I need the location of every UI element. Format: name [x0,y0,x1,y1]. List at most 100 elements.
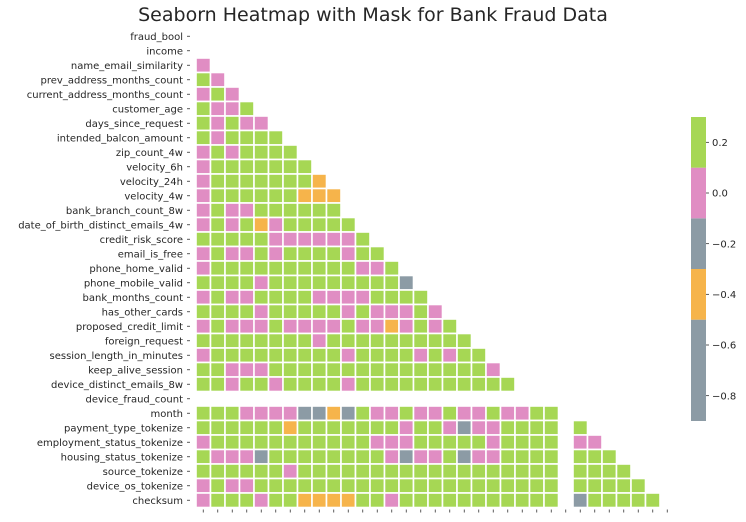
heatmap-cell [369,245,386,262]
heatmap-cell [528,434,545,451]
heatmap-cell [499,448,516,465]
heatmap-cell [296,376,313,393]
heatmap-cell [238,158,255,175]
heatmap-cell [528,463,545,480]
heatmap-cell [209,231,226,248]
heatmap-cell [238,216,255,233]
heatmap-cell [601,463,618,480]
heatmap-cell [253,216,270,233]
heatmap-cell [224,434,241,451]
heatmap-cell [456,463,473,480]
row-label: name_email_similarity [71,61,183,72]
heatmap-cell [325,463,342,480]
heatmap-cell [238,129,255,146]
heatmap-cell [485,376,502,393]
heatmap-cell [470,492,487,509]
heatmap-cell [195,100,212,117]
heatmap-cell [311,260,328,277]
heatmap-cell [601,477,618,494]
heatmap-cell [209,347,226,364]
heatmap-cell [383,477,400,494]
heatmap-cell [369,463,386,480]
heatmap-cell [282,419,299,436]
row-label: has_other_cards [102,307,183,318]
heatmap-cell [340,361,357,378]
heatmap-cell [427,332,444,349]
heatmap-cell [586,463,603,480]
heatmap-cell [441,318,458,335]
heatmap-cell [238,173,255,190]
heatmap-cell [412,477,429,494]
colorbar-tick-label: −0.8 [712,391,736,402]
row-label: device_fraud_count [85,394,183,405]
heatmap-cell [209,492,226,509]
heatmap-cell [470,376,487,393]
heatmap-cell [485,434,502,451]
heatmap-cell [514,477,531,494]
heatmap-cell [369,405,386,422]
heatmap-cell [238,187,255,204]
heatmap-cell [528,448,545,465]
heatmap-cell [195,245,212,262]
heatmap-cell [253,492,270,509]
heatmap-cell [253,347,270,364]
heatmap-cell [209,434,226,451]
heatmap-cell [195,318,212,335]
heatmap-cell [369,448,386,465]
heatmap-cell [470,477,487,494]
heatmap-cell [238,115,255,132]
heatmap-cell [340,434,357,451]
heatmap-cell [267,434,284,451]
heatmap-cell [354,361,371,378]
heatmap-cell [253,274,270,291]
heatmap-cell [238,144,255,161]
heatmap-cell [340,477,357,494]
heatmap-cell [398,492,415,509]
heatmap-cell [209,202,226,219]
heatmap-cell [311,216,328,233]
heatmap-cell [412,463,429,480]
heatmap-cell [311,231,328,248]
heatmap-cell [224,260,241,277]
heatmap-cell [369,492,386,509]
heatmap-cell [543,434,560,451]
heatmap-cell [296,434,313,451]
heatmap-cell [238,303,255,320]
heatmap-cell [586,448,603,465]
heatmap-cell [195,187,212,204]
heatmap-cell [398,303,415,320]
heatmap-cell [238,477,255,494]
heatmap-cell [311,448,328,465]
heatmap-cell [543,419,560,436]
heatmap-cell [427,361,444,378]
heatmap-cell [253,361,270,378]
heatmap-cell [209,100,226,117]
heatmap-cell [325,303,342,320]
heatmap-cell [398,376,415,393]
heatmap-cell [195,492,212,509]
heatmap-cell [412,434,429,451]
heatmap-cells [195,57,661,509]
heatmap-cell [282,216,299,233]
colorbar-tick-label: 0.0 [712,189,728,200]
chart-title: Seaborn Heatmap with Mask for Bank Fraud… [138,4,608,26]
heatmap-cell [238,448,255,465]
heatmap-cell [615,492,632,509]
heatmap-cell [398,434,415,451]
heatmap-cell [325,202,342,219]
heatmap-cell [224,347,241,364]
heatmap-cell [441,477,458,494]
heatmap-cell [528,492,545,509]
heatmap-cell [412,318,429,335]
heatmap-cell [325,260,342,277]
heatmap-cell [470,463,487,480]
heatmap-cell [253,173,270,190]
heatmap-cell [470,448,487,465]
heatmap-cell [195,376,212,393]
heatmap-cell [499,463,516,480]
heatmap-cell [253,448,270,465]
heatmap-cell [267,202,284,219]
colorbar-tick-label: 0.2 [712,138,728,149]
heatmap-cell [398,361,415,378]
heatmap-cell [238,361,255,378]
